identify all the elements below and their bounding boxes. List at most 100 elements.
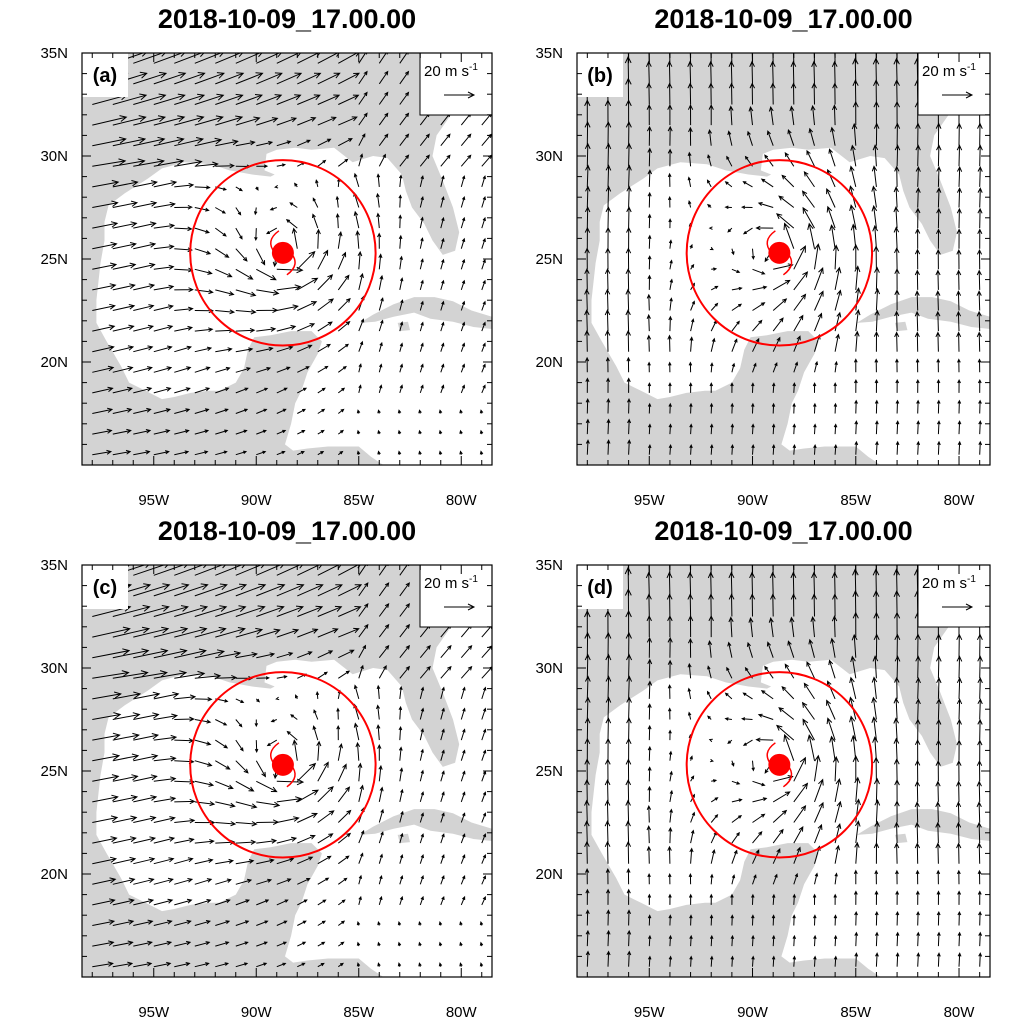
wind-vector	[215, 289, 235, 296]
wind-vector	[440, 728, 445, 741]
wind-vector	[92, 670, 130, 679]
wind-vector	[378, 341, 383, 352]
map-area	[82, 53, 492, 465]
wind-vector	[977, 698, 983, 720]
wind-vector	[668, 955, 673, 967]
wind-vector	[976, 842, 982, 864]
wind-vector	[174, 159, 203, 167]
wind-vector	[112, 200, 139, 208]
wind-vector	[378, 602, 390, 617]
wind-vector	[276, 962, 287, 968]
wind-vector	[256, 140, 274, 147]
wind-vector	[376, 173, 381, 187]
wind-vector	[956, 310, 962, 332]
wind-vector	[153, 408, 172, 414]
wind-vector	[895, 910, 900, 926]
wind-vector	[153, 734, 178, 741]
wind-vector	[235, 821, 258, 827]
wind-vector	[256, 652, 276, 659]
wind-vector	[133, 158, 165, 167]
wind-vector	[768, 617, 774, 638]
wind-vector	[915, 227, 921, 249]
land-mass-3	[492, 905, 496, 909]
wind-vector	[834, 844, 841, 864]
wind-vector	[112, 221, 138, 229]
wind-vector	[291, 227, 298, 249]
wind-vector	[741, 205, 753, 210]
wind-vector	[781, 685, 795, 700]
wind-vector	[215, 227, 227, 237]
wind-vector	[265, 227, 278, 235]
wind-vector	[112, 877, 136, 885]
wind-vector	[297, 408, 306, 414]
reference-vector-arrow-icon	[942, 603, 974, 611]
wind-vector	[153, 304, 174, 311]
wind-vector	[808, 127, 815, 146]
wind-vector	[894, 331, 900, 352]
wind-vector	[460, 342, 466, 352]
wind-vector	[802, 206, 815, 229]
wind-vector	[215, 674, 238, 681]
wind-vector	[357, 762, 363, 782]
wind-vector	[338, 670, 351, 679]
wind-vector	[914, 269, 920, 290]
wind-vector	[957, 358, 961, 373]
wind-vector	[399, 565, 410, 576]
wind-vector	[194, 346, 213, 353]
wind-vector	[92, 407, 114, 414]
wind-vector	[766, 130, 774, 146]
wind-vector	[793, 361, 799, 373]
wind-vector	[398, 194, 402, 208]
wind-vector	[871, 676, 878, 699]
wind-vector	[133, 71, 168, 85]
land-mass-2	[397, 833, 410, 844]
land-mass-2	[397, 321, 410, 332]
wind-vector	[667, 707, 672, 720]
wind-vector	[174, 837, 195, 844]
wind-vector	[235, 207, 242, 216]
wind-vector	[174, 93, 206, 105]
wind-vector	[585, 418, 590, 435]
wind-vector	[276, 565, 304, 576]
wind-vector	[378, 623, 390, 638]
wind-vector	[604, 309, 611, 332]
wind-vector	[419, 133, 430, 147]
wind-vector	[338, 429, 345, 435]
wind-vector	[936, 207, 942, 229]
wind-vector	[855, 798, 861, 823]
wind-vector	[276, 605, 304, 617]
wind-vector	[297, 94, 321, 105]
wind-vector	[978, 952, 983, 967]
wind-vector	[92, 303, 116, 311]
land-mass-1	[856, 809, 990, 841]
wind-vector	[438, 920, 443, 926]
wind-vector	[317, 72, 341, 85]
wind-vector	[419, 342, 424, 352]
wind-vector	[174, 626, 208, 638]
wind-vector	[772, 873, 778, 885]
wind-vector	[153, 836, 176, 844]
wind-vector	[936, 931, 941, 947]
wind-vector	[378, 153, 386, 167]
wind-vector	[479, 920, 484, 926]
wind-vector	[625, 820, 631, 844]
wind-vector	[297, 323, 316, 332]
wind-vector	[358, 272, 364, 291]
wind-vector	[709, 246, 714, 251]
wind-vector	[874, 820, 880, 844]
wind-vector	[935, 310, 941, 332]
wind-vector	[378, 297, 384, 311]
wind-vector	[814, 243, 821, 270]
wind-vector	[481, 196, 486, 208]
wind-vector	[669, 278, 674, 290]
wind-vector	[92, 712, 122, 720]
wind-vector	[440, 770, 445, 782]
wind-vector	[936, 890, 941, 905]
wind-vector	[378, 274, 384, 290]
wind-vector	[481, 895, 486, 906]
wind-vector	[194, 450, 209, 456]
wind-vector	[174, 583, 209, 597]
wind-vector	[92, 386, 114, 394]
wind-vector	[710, 813, 719, 823]
wind-vector	[833, 402, 838, 414]
